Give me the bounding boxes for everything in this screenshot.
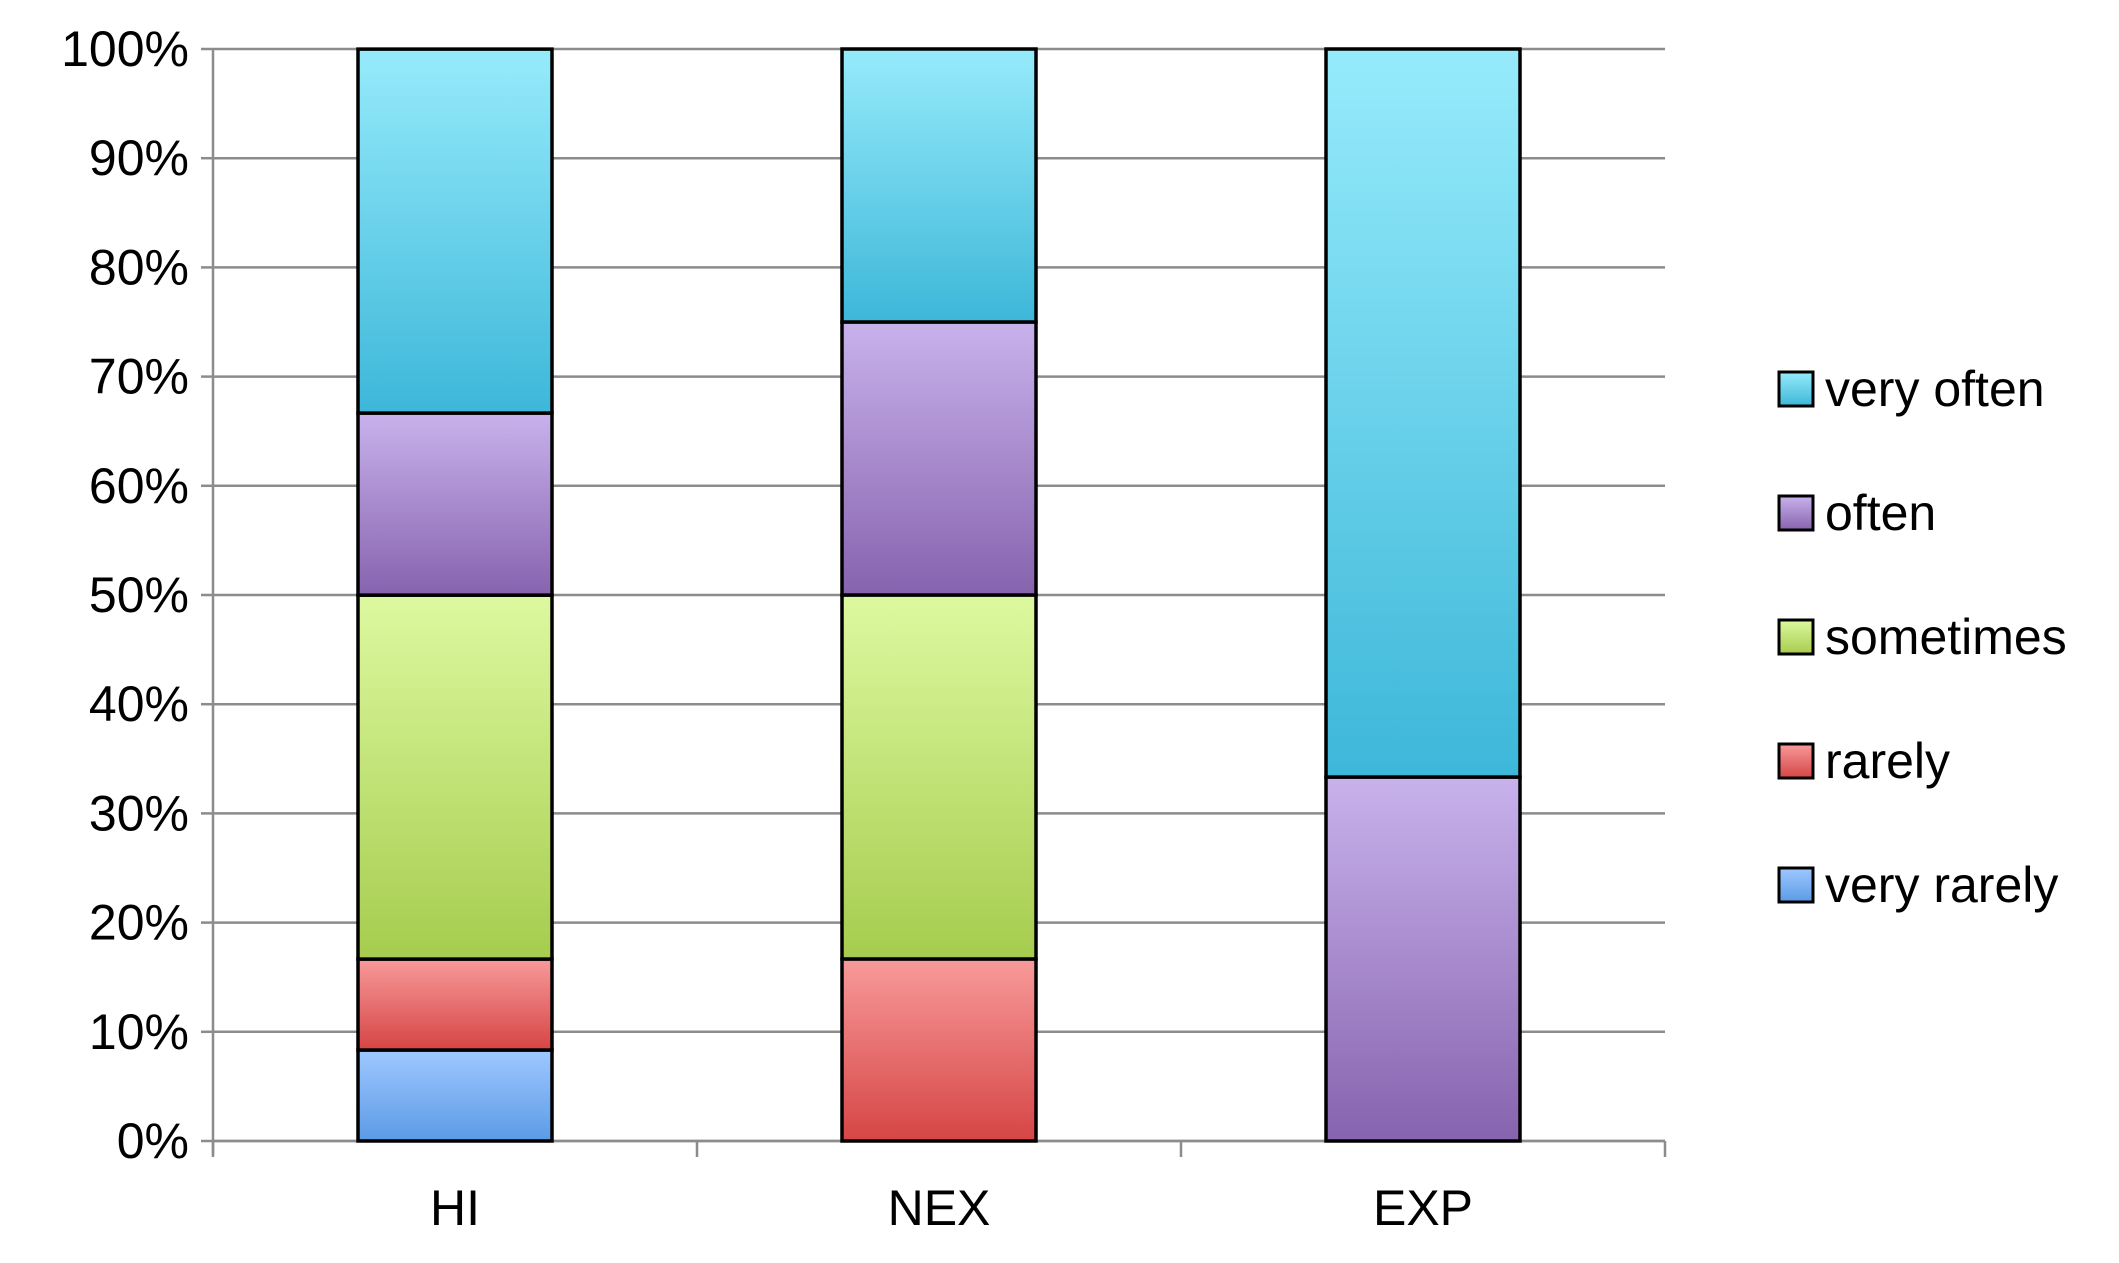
legend-swatch [1777,742,1815,780]
y-tick-label: 90% [89,130,189,186]
legend-swatch [1777,618,1815,656]
y-tick-label: 10% [89,1004,189,1060]
bar-segment-often-hi [356,411,554,597]
y-tick-label: 0% [117,1113,189,1169]
bar-segment-often-nex [840,320,1038,597]
legend-item-often: often [1777,485,1936,541]
y-tick-label: 60% [89,458,189,514]
legend-label: very rarely [1825,857,2058,913]
axes: 0% 10% 20% 30% 40% 50% 60% 70% 80% 90% 100% HI NEX EX… [61,21,1667,1236]
y-tick-label: 70% [89,349,189,405]
legend-swatch [1777,494,1815,532]
bar-segment-sometimes-nex [840,593,1038,961]
bar-segment-very-often-nex [840,47,1038,324]
y-tick-label: 40% [89,676,189,732]
y-tick-label: 100% [61,21,189,77]
legend-item-sometimes: sometimes [1777,609,2067,665]
bar-segment-very-often-exp [1324,47,1522,779]
bar-segment-rarely-hi [356,957,554,1052]
legend: very often often sometimes rarely very rarel… [1777,361,2067,913]
legend-swatch [1777,370,1815,408]
x-tick-label: EXP [1373,1180,1473,1236]
legend-item-rarely: rarely [1777,733,1950,789]
bars [356,47,1522,1143]
x-tick-label: HI [430,1180,480,1236]
y-tick-label: 80% [89,239,189,295]
y-tick-label: 50% [89,567,189,623]
legend-label: sometimes [1825,609,2067,665]
bar-segment-often-exp [1324,775,1522,1143]
bar-segment-very-often-hi [356,47,554,415]
legend-item-very-often: very often [1777,361,2045,417]
bar-segment-very-rarely-hi [356,1048,554,1143]
y-tick-label: 20% [89,895,189,951]
legend-label: very often [1825,361,2045,417]
legend-label: often [1825,485,1936,541]
bar-segment-sometimes-hi [356,593,554,961]
legend-label: rarely [1825,733,1950,789]
x-tick-label: NEX [888,1180,991,1236]
y-tick-label: 30% [89,785,189,841]
bar-segment-rarely-nex [840,957,1038,1143]
legend-item-very-rarely: very rarely [1777,857,2058,913]
legend-swatch [1777,866,1815,904]
